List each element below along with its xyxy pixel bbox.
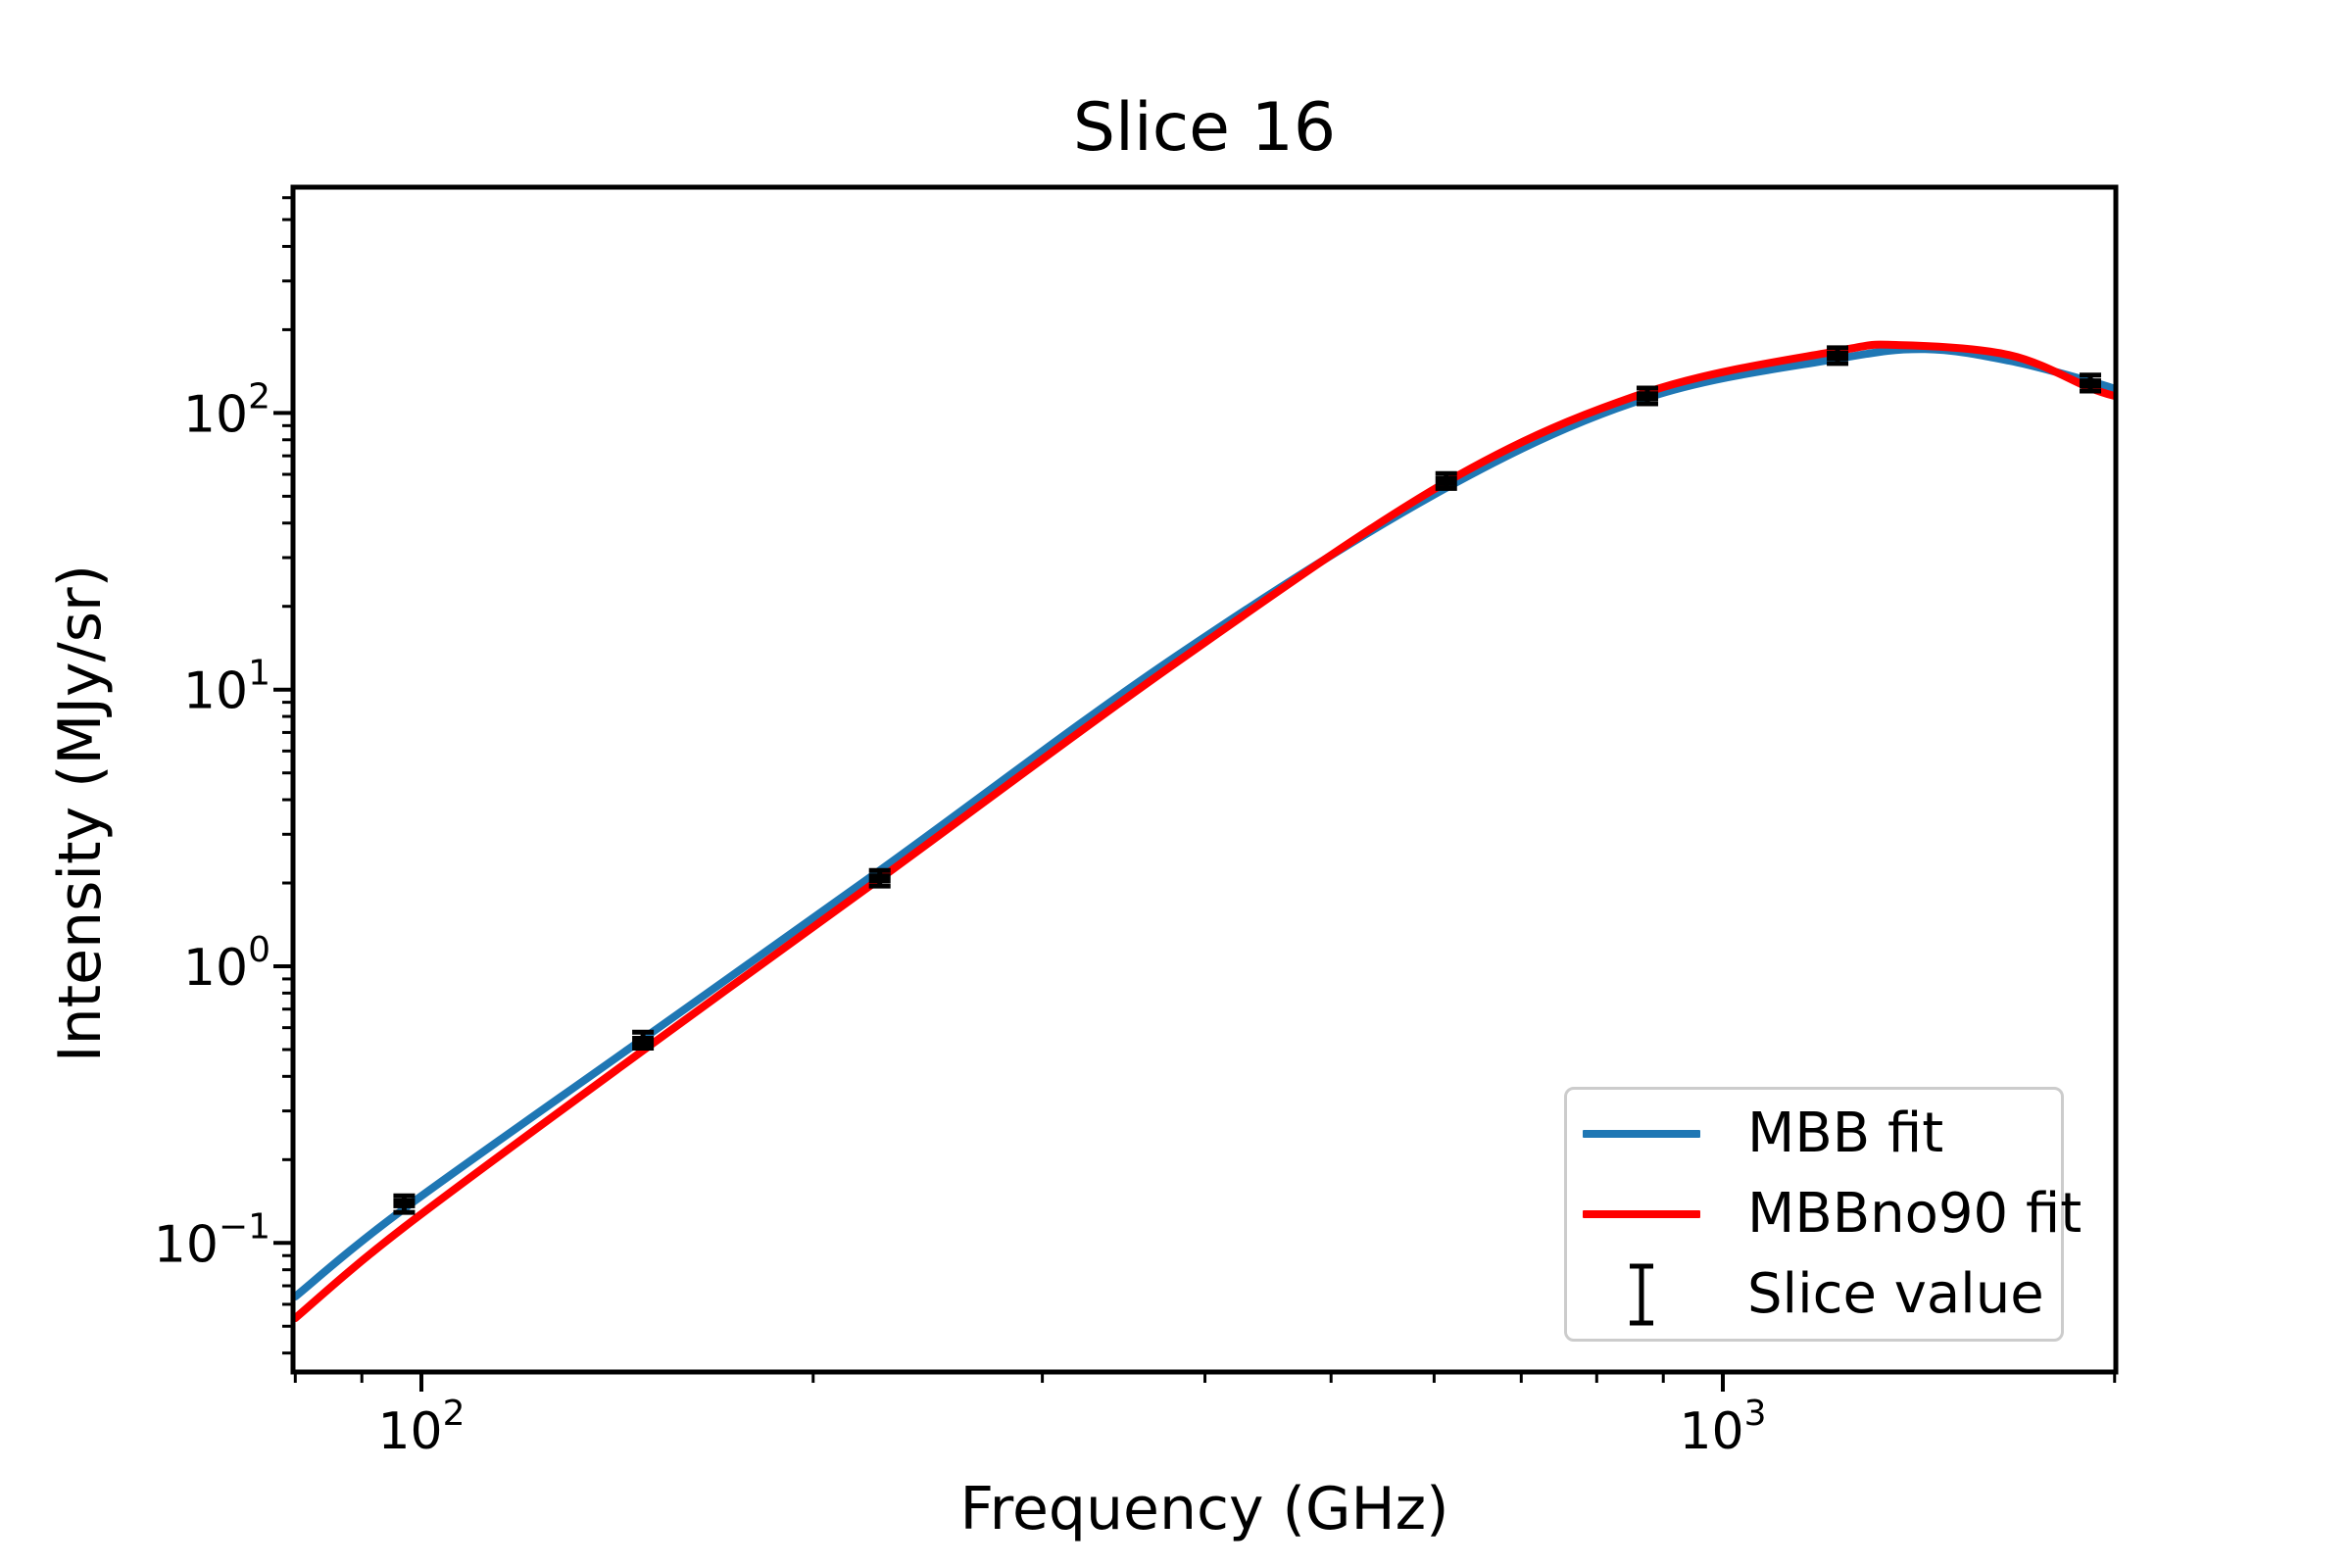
x-tick-label: 103 — [1679, 1394, 1766, 1461]
x-axis-label: Frequency (GHz) — [959, 1475, 1449, 1544]
legend-label: MBBno90 fit — [1747, 1182, 2082, 1246]
data-point-marker — [2080, 378, 2102, 389]
legend-entry-mbb-fit: MBB fit — [1583, 1096, 2061, 1172]
y-tick-label: 101 — [183, 654, 270, 721]
legend: MBB fit MBBno90 fit Slice value — [1564, 1087, 2082, 1342]
y-tick-label: 10−1 — [154, 1206, 270, 1274]
data-point-marker — [1636, 391, 1658, 402]
legend-swatch-box — [1583, 1210, 1700, 1218]
y-tick-label: 100 — [183, 930, 270, 998]
x-tick-label: 102 — [377, 1394, 465, 1461]
axes-frame — [290, 184, 2119, 1375]
mbbno90-fit-curve — [293, 340, 2116, 1322]
mbbno90-fit-line-swatch-icon — [1583, 1210, 1700, 1218]
errorbar-glyph-icon — [1630, 1263, 1653, 1326]
y-tick-label: 102 — [183, 376, 270, 444]
data-point-marker — [1435, 475, 1457, 486]
legend-entry-mbbno90-fit: MBBno90 fit — [1583, 1176, 2082, 1252]
legend-label: MBB fit — [1747, 1102, 1944, 1165]
mbb-fit-line-swatch-icon — [1583, 1130, 1700, 1138]
data-point-marker — [1827, 351, 1849, 362]
legend-swatch-box — [1583, 1130, 1700, 1138]
y-axis-label: Intensity (MJy/sr) — [46, 564, 115, 1063]
chart-title: Slice 16 — [1072, 89, 1337, 167]
legend-label: Slice value — [1747, 1262, 2044, 1326]
data-point-marker — [868, 873, 891, 884]
legend-swatch-box — [1583, 1263, 1700, 1326]
data-point-marker — [393, 1198, 416, 1208]
data-point-marker — [632, 1036, 655, 1047]
legend-entry-slice-value: Slice value — [1583, 1256, 2061, 1333]
